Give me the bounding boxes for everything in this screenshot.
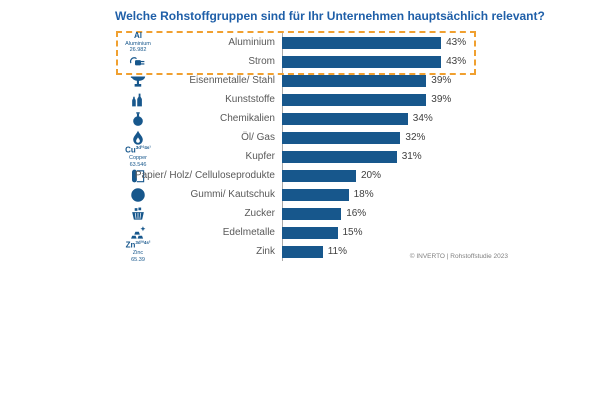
chart-row: Cu3d¹⁰4s¹ Copper 63.546 Kupfer 31% (115, 145, 545, 168)
bar (282, 150, 397, 163)
icon-cell: Cu3d¹⁰4s¹ Copper 63.546 (115, 145, 161, 168)
axis-line (282, 33, 283, 261)
bar (282, 207, 342, 220)
icon-cell (115, 110, 161, 128)
bar (282, 188, 349, 201)
bar-value: 43% (446, 37, 467, 48)
bar (282, 55, 442, 68)
chart-row: Strom 43% (115, 52, 545, 71)
icon-cell (115, 205, 161, 223)
row-label: Eisenmetalle/ Stahl (189, 75, 275, 86)
chart-row: Gummi/ Kautschuk 18% (115, 185, 545, 204)
row-label: Öl/ Gas (241, 132, 275, 143)
row-label: Aluminium (228, 37, 275, 48)
bar (282, 74, 427, 87)
bar-value: 43% (446, 56, 467, 67)
row-label: Chemikalien (219, 113, 275, 124)
bar-value: 15% (342, 227, 363, 238)
element-copper-icon: Cu3d¹⁰4s¹ Copper 63.546 (125, 144, 151, 168)
element-zinc-icon: Zn3d¹⁰4s² Zinc 65.39 (125, 239, 151, 263)
sugar-basket-icon (129, 205, 147, 223)
row-label: Edelmetalle (222, 227, 275, 238)
chart-row: Kunststoffe 39% (115, 90, 545, 109)
row-label: Papier/ Holz/ Celluloseprodukte (134, 170, 275, 181)
copyright: © INVERTO | Rohstoffstudie 2023 (409, 253, 508, 260)
bar (282, 112, 408, 125)
bar (282, 226, 338, 239)
icon-cell (115, 53, 161, 71)
row-label: Zucker (244, 208, 275, 219)
icon-cell: Al Aluminium 26.982 (115, 31, 161, 54)
bar-value: 16% (346, 208, 367, 219)
icon-cell (115, 91, 161, 109)
chart-title: Welche Rohstoffgruppen sind für Ihr Unte… (115, 9, 545, 23)
chart-row: Eisenmetalle/ Stahl 39% (115, 71, 545, 90)
icon-cell (115, 72, 161, 90)
chart-row: Zucker 16% (115, 204, 545, 223)
row-label: Kunststoffe (225, 94, 275, 105)
bar (282, 36, 442, 49)
bar-value: 31% (401, 151, 422, 162)
anvil-icon (129, 72, 147, 90)
row-label: Kupfer (245, 151, 275, 162)
chart-row: Al Aluminium 26.982 Aluminium 43% (115, 31, 545, 54)
bar-chart: Al Aluminium 26.982 Aluminium 43% Strom 43… (115, 31, 545, 263)
bar (282, 169, 356, 182)
chart-row: Chemikalien 34% (115, 109, 545, 128)
chart-row: Papier/ Holz/ Celluloseprodukte 20% (115, 166, 545, 185)
power-plug-icon (129, 53, 147, 71)
bar (282, 93, 427, 106)
row-label: Gummi/ Kautschuk (190, 189, 275, 200)
row-label: Strom (248, 56, 275, 67)
bar-value: 20% (361, 170, 382, 181)
bar-value: 34% (412, 113, 433, 124)
plastic-bottles-icon (129, 91, 147, 109)
bar (282, 131, 401, 144)
icon-cell: Zn3d¹⁰4s² Zinc 65.39 (115, 240, 161, 263)
row-label: Zink (256, 246, 275, 257)
chart-row: Edelmetalle 15% (115, 223, 545, 242)
element-aluminium-icon: Al Aluminium 26.982 (125, 31, 151, 54)
bar (282, 245, 323, 258)
tire-icon (129, 186, 147, 204)
icon-cell (115, 186, 161, 204)
chart-row: Öl/ Gas 32% (115, 128, 545, 147)
bar-value: 39% (431, 75, 452, 86)
bar-value: 39% (431, 94, 452, 105)
bar-value: 32% (405, 132, 426, 143)
bar-value: 18% (353, 189, 374, 200)
bar-value: 11% (327, 246, 347, 257)
chart-row: Zn3d¹⁰4s² Zinc 65.39 Zink 11% (115, 240, 545, 263)
flask-icon (129, 110, 147, 128)
chart-rows: Al Aluminium 26.982 Aluminium 43% Strom 43… (115, 31, 545, 263)
